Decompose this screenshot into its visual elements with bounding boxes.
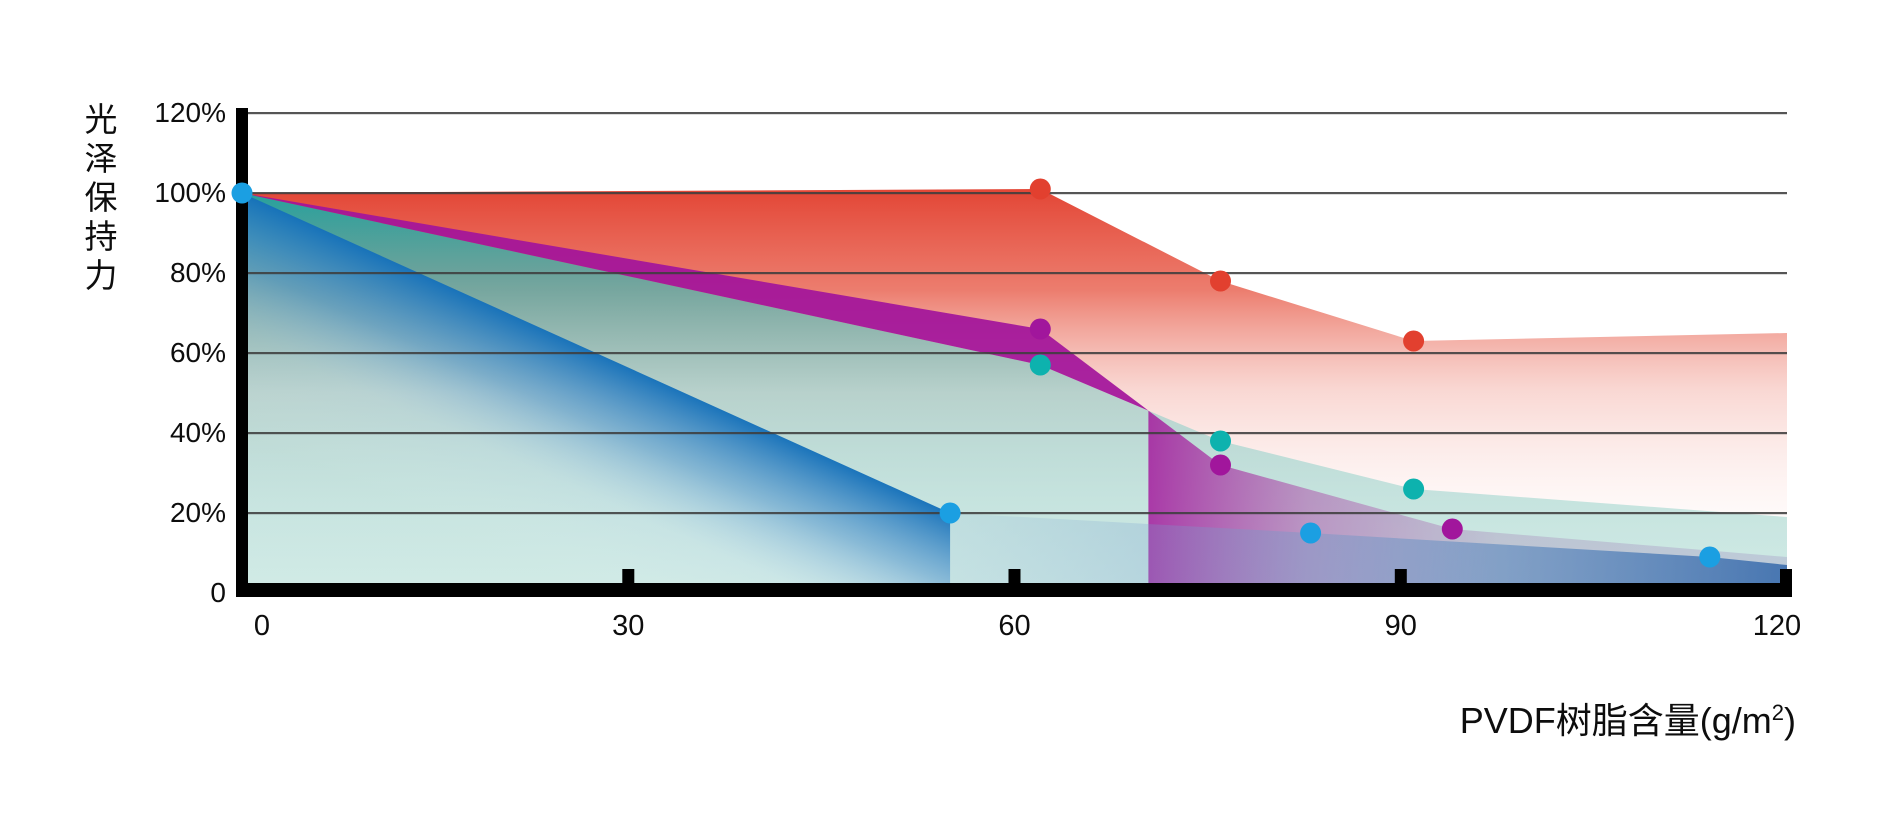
x-axis-tick-60 — [1008, 569, 1021, 585]
gridline-80 — [248, 272, 1787, 275]
x-tick-label-90: 90 — [1384, 610, 1417, 642]
x-axis-title-text: PVDF树脂含量(g/m — [1459, 700, 1772, 741]
data-point-teal-series-0 — [1029, 354, 1051, 376]
data-point-blue-series-1 — [939, 502, 961, 524]
x-axis-tick-120 — [1780, 569, 1792, 585]
data-point-purple-series-2 — [1441, 518, 1463, 540]
y-tick-label-120: 120% — [154, 97, 226, 128]
y-tick-label-40: 40% — [169, 417, 226, 448]
x-tick-label-120: 120 — [1752, 610, 1802, 642]
gridline-20 — [248, 512, 1787, 515]
x-axis-title-superscript: 2 — [1771, 700, 1784, 725]
data-point-blue-series-3 — [1699, 546, 1721, 568]
y-tick-label-100: 100% — [154, 177, 226, 208]
data-point-red-series-2 — [1403, 330, 1425, 352]
data-point-blue-series-0 — [231, 182, 253, 204]
x-axis-title-close: ) — [1784, 700, 1796, 741]
gridline-100 — [248, 192, 1787, 195]
y-tick-label-0: 0 — [210, 577, 226, 608]
x-tick-label-0: 0 — [253, 610, 271, 642]
x-axis-tick-30 — [622, 569, 635, 585]
blue-fan-fill — [242, 193, 951, 593]
data-point-teal-series-1 — [1210, 430, 1231, 452]
y-tick-label-60: 60% — [169, 337, 226, 368]
data-point-teal-series-2 — [1403, 478, 1425, 500]
x-tick-label-30: 30 — [612, 610, 645, 642]
data-point-red-series-0 — [1029, 178, 1051, 200]
y-tick-label-20: 20% — [169, 497, 226, 528]
data-point-blue-series-2 — [1300, 522, 1322, 544]
x-axis-title: PVDF树脂含量(g/m2) — [1460, 692, 1796, 744]
blue-band-fill — [950, 513, 1787, 593]
x-tick-label-60: 60 — [998, 610, 1031, 642]
gridline-40 — [248, 432, 1787, 435]
x-axis-tick-90 — [1394, 569, 1407, 585]
data-point-purple-series-1 — [1210, 454, 1231, 476]
gridline-60 — [248, 352, 1787, 355]
data-point-red-series-1 — [1210, 270, 1231, 292]
y-tick-label-80: 80% — [169, 257, 226, 288]
data-point-purple-series-0 — [1029, 318, 1051, 340]
y-axis-line — [236, 108, 248, 597]
y-axis-title: 光泽保持力 — [80, 102, 117, 297]
x-axis-line — [236, 583, 1792, 597]
gridline-120 — [248, 112, 1787, 115]
